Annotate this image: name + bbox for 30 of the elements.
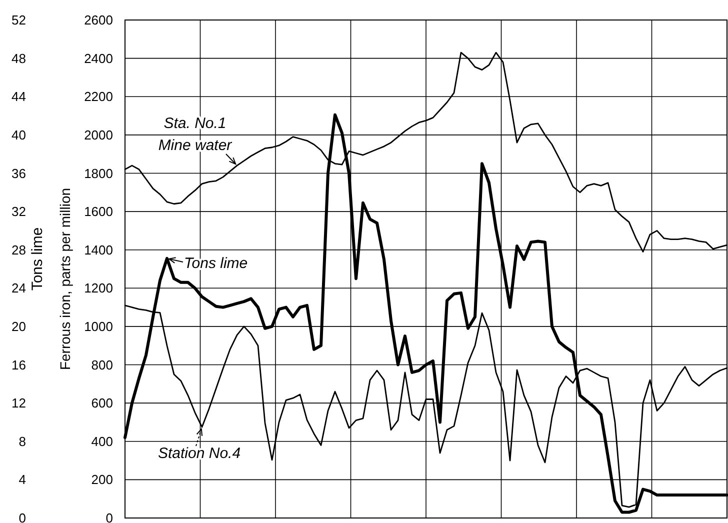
y-tick-label: 1000 <box>84 319 113 334</box>
y2-tick-label: 8 <box>18 434 26 449</box>
y-tick-label: 1200 <box>84 280 113 296</box>
y-tick-label: 800 <box>91 357 113 372</box>
y-tick-label: 2200 <box>84 89 113 104</box>
y2-tick-label: 0 <box>18 510 26 523</box>
y-tick-label: 2400 <box>84 50 113 66</box>
y2-tick-label: 48 <box>12 50 26 66</box>
y-tick-label: 1400 <box>84 242 113 258</box>
y2-tick-label: 44 <box>12 89 26 104</box>
y-axis-title: Ferrous iron, parts per million <box>57 188 73 370</box>
y2-axis-title: Tons lime <box>29 227 46 291</box>
y2-tick-label: 4 <box>18 472 26 488</box>
y-tick-label: 2600 <box>84 12 113 28</box>
y-tick-label: 1600 <box>84 204 113 220</box>
y2-tick-label: 20 <box>12 319 26 334</box>
y2-tick-label: 52 <box>12 12 26 28</box>
y2-tick-label: 12 <box>12 396 26 411</box>
y2-tick-label: 24 <box>12 280 26 296</box>
y2-tick-label: 36 <box>12 166 26 181</box>
y2-tick-label: 28 <box>12 242 26 258</box>
y-tick-label: 1800 <box>84 166 113 181</box>
y-tick-label: 600 <box>91 396 113 411</box>
y2-tick-label: 40 <box>12 127 26 142</box>
y-tick-label: 200 <box>91 472 113 488</box>
y2-tick-label: 32 <box>12 204 26 220</box>
y2-tick-label: 16 <box>12 357 26 372</box>
y-tick-label: 400 <box>91 434 113 449</box>
y-tick-label: 2000 <box>84 127 113 142</box>
y-tick-label: 0 <box>106 510 113 523</box>
